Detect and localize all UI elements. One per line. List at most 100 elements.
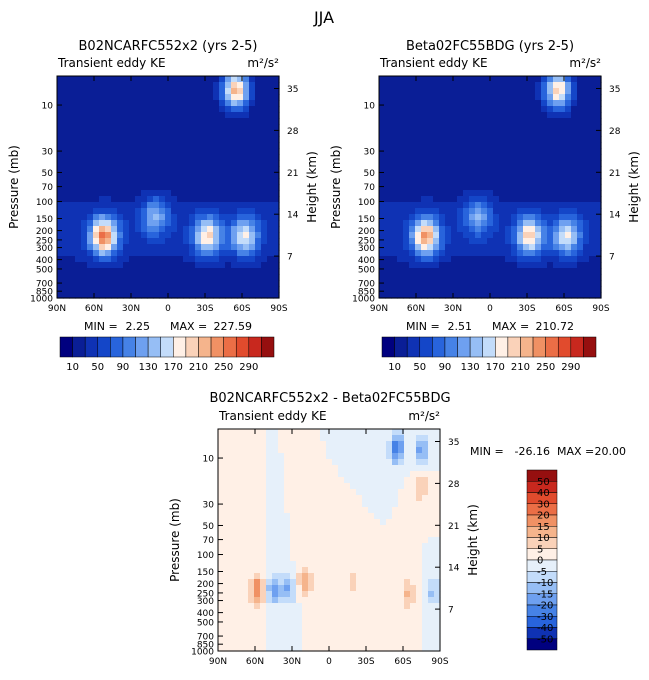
field-cell <box>433 112 440 119</box>
field-cell <box>416 453 423 460</box>
field-cell <box>129 124 136 131</box>
field-cell <box>81 214 88 221</box>
field-cell <box>213 112 220 119</box>
field-cell <box>595 292 602 299</box>
field-cell <box>248 603 255 610</box>
field-cell <box>242 567 249 574</box>
field-cell <box>356 543 363 550</box>
field-cell <box>410 459 417 466</box>
field-cell <box>416 585 423 592</box>
field-cell <box>505 154 512 161</box>
field-cell <box>595 250 602 257</box>
field-cell <box>409 256 416 263</box>
field-cell <box>261 76 268 83</box>
field-cell <box>153 256 160 263</box>
field-cell <box>433 148 440 155</box>
field-cell <box>224 471 231 478</box>
field-cell <box>129 94 136 101</box>
field-cell <box>219 292 226 299</box>
field-cell <box>553 196 560 203</box>
field-cell <box>523 178 530 185</box>
field-cell <box>553 226 560 233</box>
field-cell <box>213 244 220 251</box>
field-cell <box>451 136 458 143</box>
field-cell <box>195 136 202 143</box>
field-cell <box>338 639 345 646</box>
field-cell <box>415 226 422 233</box>
field-cell <box>344 633 351 640</box>
field-cell <box>422 567 429 574</box>
field-cell <box>475 196 482 203</box>
field-cell <box>272 447 279 454</box>
field-cell <box>255 196 262 203</box>
field-cell <box>451 190 458 197</box>
field-cell <box>69 196 76 203</box>
field-cell <box>499 136 506 143</box>
field-cell <box>398 441 405 448</box>
field-cell <box>75 238 82 245</box>
field-cell <box>242 471 249 478</box>
field-cell <box>159 286 166 293</box>
field-cell <box>427 178 434 185</box>
field-cell <box>171 208 178 215</box>
field-cell <box>595 190 602 197</box>
colorbar-swatch <box>147 336 161 358</box>
field-cell <box>391 286 398 293</box>
field-cell <box>380 525 387 532</box>
field-cell <box>81 184 88 191</box>
field-cell <box>249 232 256 239</box>
field-cell <box>230 519 237 526</box>
field-cell <box>189 274 196 281</box>
field-cell <box>260 615 267 622</box>
y-tick-label: 50 <box>203 522 215 532</box>
field-cell <box>260 627 267 634</box>
field-cell <box>231 280 238 287</box>
field-cell <box>290 633 297 640</box>
field-cell <box>87 196 94 203</box>
field-cell <box>565 136 572 143</box>
field-cell <box>278 627 285 634</box>
field-cell <box>261 178 268 185</box>
field-cell <box>231 88 238 95</box>
field-cell <box>547 148 554 155</box>
field-cell <box>147 94 154 101</box>
field-cell <box>129 250 136 257</box>
field-cell <box>493 190 500 197</box>
field-cell <box>410 645 417 652</box>
field-cell <box>267 202 274 209</box>
field-cell <box>189 172 196 179</box>
field-cell <box>302 447 309 454</box>
y-tick-label-right: 14 <box>609 211 621 221</box>
field-cell <box>493 286 500 293</box>
field-cell <box>434 531 441 538</box>
field-cell <box>499 118 506 125</box>
field-cell <box>189 292 196 299</box>
colorbar-label: 40 <box>537 488 550 499</box>
field-cell <box>403 76 410 83</box>
field-cell <box>57 100 64 107</box>
field-cell <box>249 100 256 107</box>
field-cell <box>99 202 106 209</box>
colorbar-label: 130 <box>461 362 480 373</box>
field-cell <box>589 196 596 203</box>
field-cell <box>415 100 422 107</box>
field-cell <box>75 232 82 239</box>
field-cell <box>380 555 387 562</box>
field-cell <box>237 256 244 263</box>
field-cell <box>147 136 154 143</box>
field-cell <box>517 118 524 125</box>
field-cell <box>225 244 232 251</box>
field-cell <box>63 244 70 251</box>
field-cell <box>421 256 428 263</box>
field-cell <box>416 645 423 652</box>
field-cell <box>213 262 220 269</box>
field-cell <box>475 190 482 197</box>
field-cell <box>117 112 124 119</box>
field-cell <box>338 519 345 526</box>
field-cell <box>242 489 249 496</box>
field-cell <box>427 280 434 287</box>
field-cell <box>535 190 542 197</box>
field-cell <box>577 244 584 251</box>
field-cell <box>385 88 392 95</box>
field-cell <box>177 214 184 221</box>
